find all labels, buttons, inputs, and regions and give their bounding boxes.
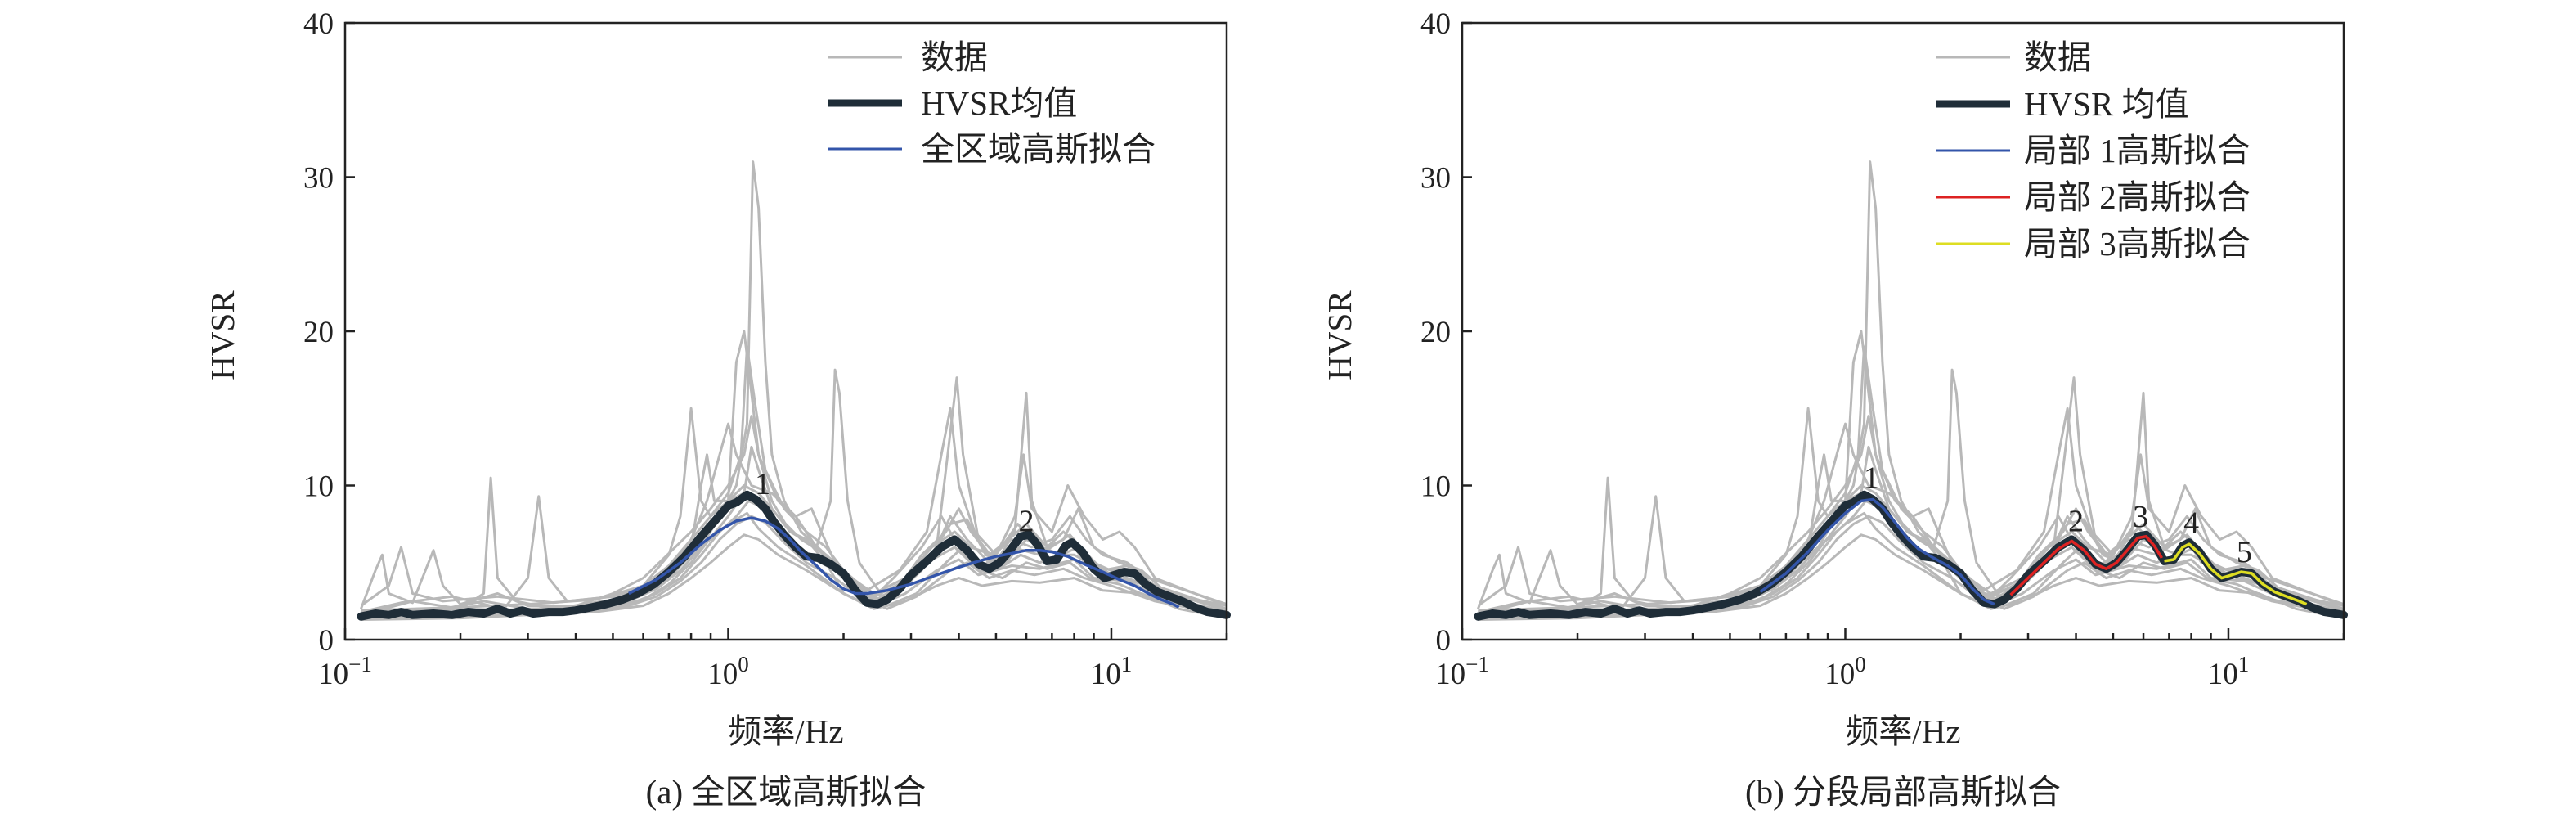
data-trace-7 xyxy=(361,533,1227,621)
y-tick-label: 40 xyxy=(303,7,334,41)
panel-caption: (a) 全区域高斯拟合 xyxy=(646,773,927,811)
y-tick-label: 20 xyxy=(303,316,334,349)
x-axis-title: 频率/Hz xyxy=(1845,712,1960,750)
data-trace-11 xyxy=(360,453,1227,607)
panel-caption: (b) 分段局部高斯拟合 xyxy=(1745,773,2061,811)
legend-label-2: HVSR 均值 xyxy=(2024,85,2189,123)
legend-label-1: 数据 xyxy=(2024,38,2091,76)
panel-a-whole-region-fit: 0 10 20 30 40 10−1 100 101 频率/Hz HVSR (a) 全区域高斯拟合 数… xyxy=(204,7,1231,811)
data-trace-12 xyxy=(1478,515,2345,620)
legend-label-3: 局部 1高斯拟合 xyxy=(2024,132,2251,169)
legend-label-5: 局部 3高斯拟合 xyxy=(2024,225,2251,263)
y-tick-label: 30 xyxy=(1420,162,1451,196)
legend-label-1: 数据 xyxy=(921,38,988,76)
y-tick-label: 0 xyxy=(1436,624,1452,658)
peak-label-5: 5 xyxy=(2237,535,2252,569)
data-trace-8 xyxy=(1478,345,2345,612)
x-tick-label: 100 xyxy=(707,652,749,691)
y-tick-label: 20 xyxy=(1420,316,1451,349)
peak-label-2: 2 xyxy=(2068,504,2084,538)
peak-label-1: 1 xyxy=(755,467,770,501)
gaussian-fit-line-2 xyxy=(2009,534,2163,596)
gaussian-fit-line-1 xyxy=(628,516,1180,609)
y-tick-label: 10 xyxy=(1420,470,1451,504)
peak-label-2: 2 xyxy=(1019,504,1034,538)
peak-label-4: 4 xyxy=(2183,506,2199,540)
x-tick-label: 10−1 xyxy=(1435,652,1489,691)
x-axis-title: 频率/Hz xyxy=(728,712,843,750)
legend-label-4: 局部 2高斯拟合 xyxy=(2024,178,2251,216)
data-trace-11 xyxy=(1477,453,2345,607)
y-axis-title: HVSR xyxy=(204,290,241,380)
peak-label-1: 1 xyxy=(1864,461,1879,496)
gaussian-fit-line-1 xyxy=(1759,497,1995,606)
legend-label-2: HVSR均值 xyxy=(921,84,1077,122)
y-tick-label: 10 xyxy=(303,470,334,504)
legend-label-3: 全区域高斯拟合 xyxy=(921,130,1156,168)
peak-label-3: 3 xyxy=(2133,500,2148,534)
data-trace-8 xyxy=(361,345,1227,612)
x-tick-label: 10−1 xyxy=(318,652,372,691)
y-tick-label: 40 xyxy=(1420,7,1451,41)
y-tick-label: 30 xyxy=(303,162,334,196)
data-trace-7 xyxy=(1478,533,2345,621)
y-tick-label: 0 xyxy=(319,624,334,658)
gaussian-fit-line-3 xyxy=(2164,542,2308,606)
y-axis-title: HVSR xyxy=(1321,290,1358,380)
x-tick-label: 100 xyxy=(1824,652,1866,691)
panel-b-segmented-local-fit: 0 10 20 30 40 10−1 100 101 频率/Hz HVSR (b) 分段局部高斯拟合… xyxy=(1321,7,2348,811)
x-tick-label: 101 xyxy=(1091,652,1133,691)
x-tick-label: 101 xyxy=(2208,652,2250,691)
